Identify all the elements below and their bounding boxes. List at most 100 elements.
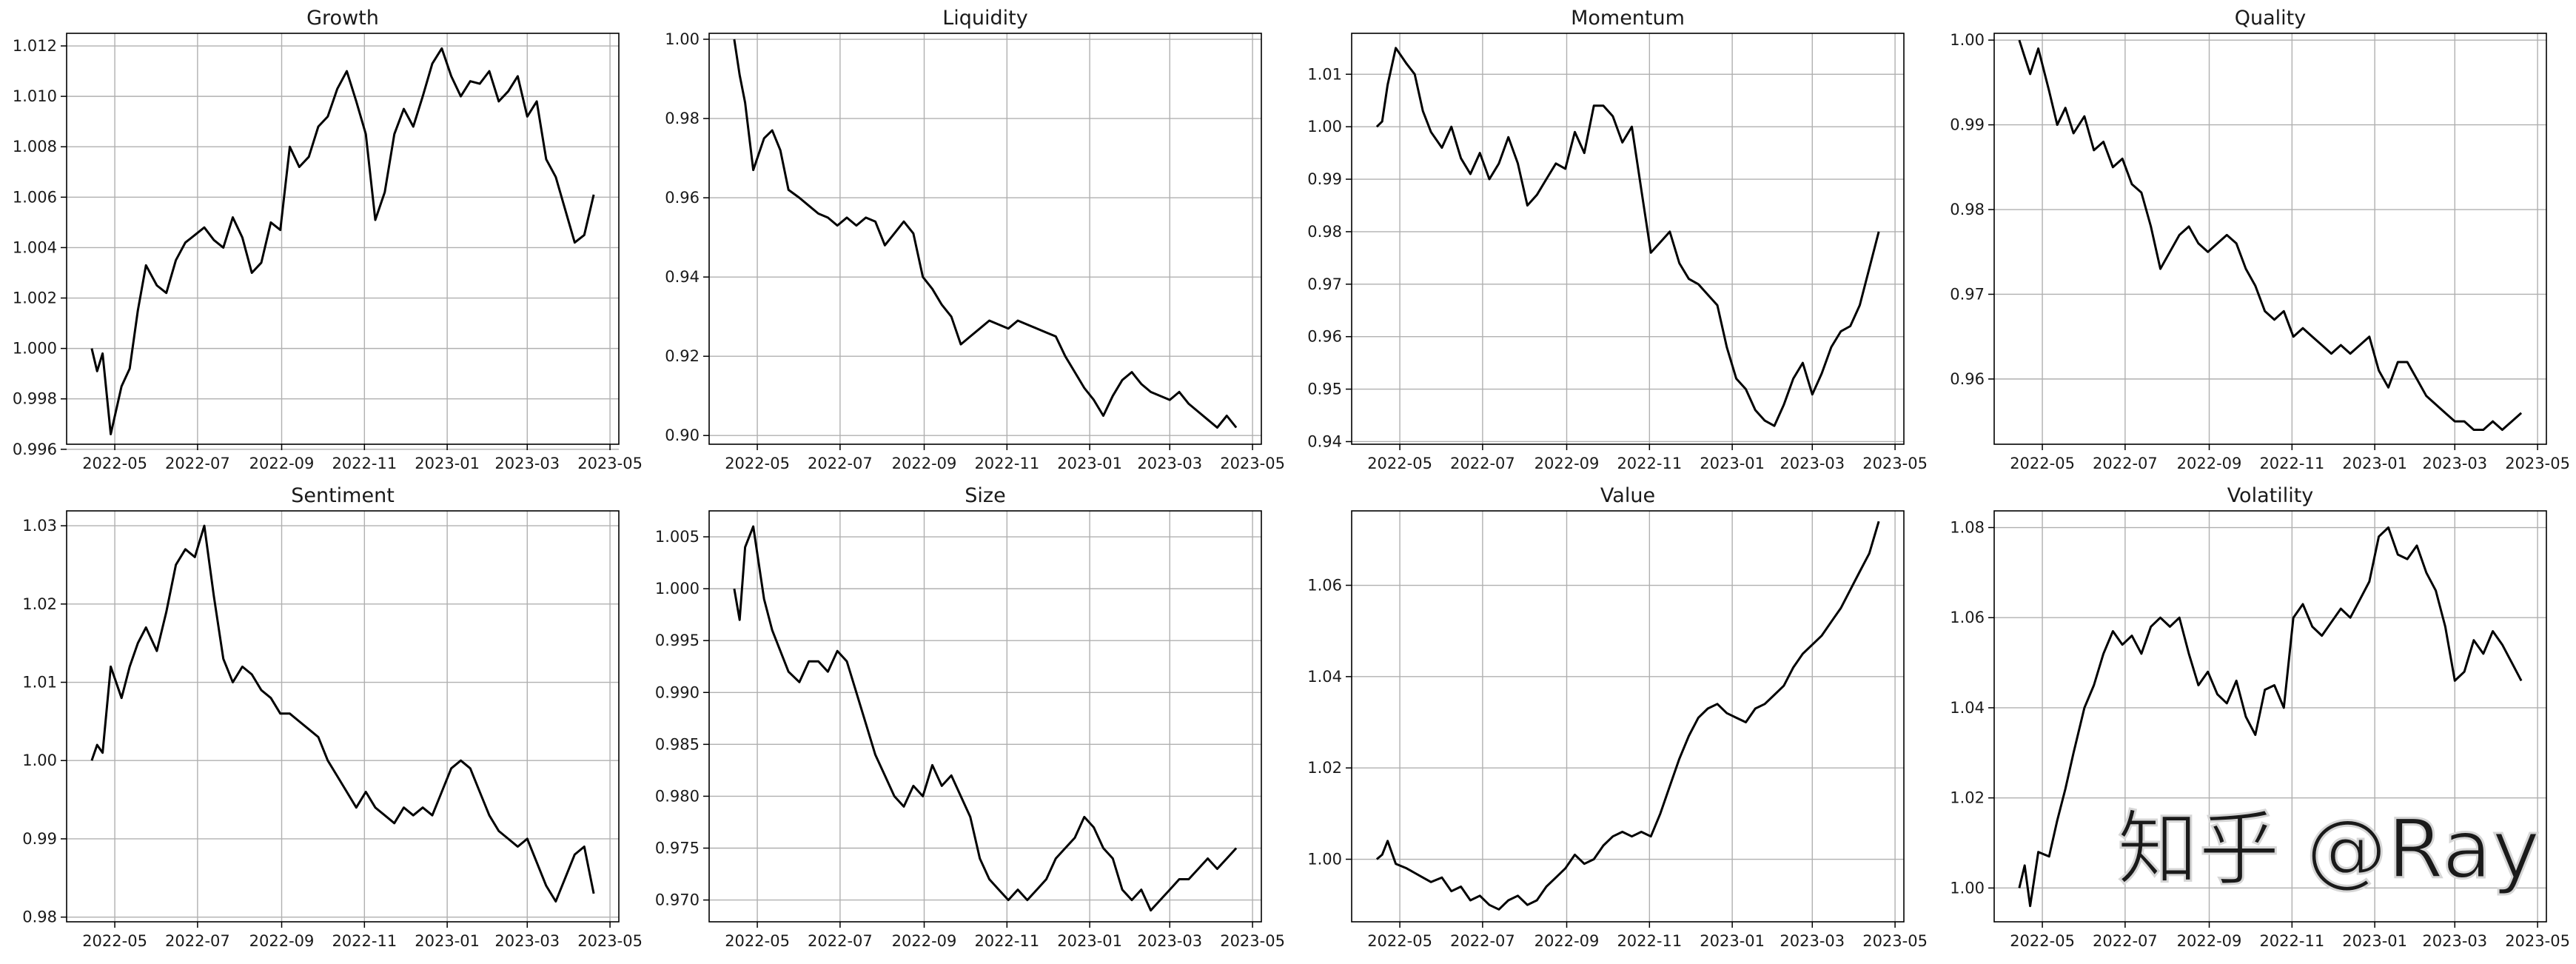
axes-frame	[66, 510, 620, 923]
panel-title: Sentiment	[291, 484, 395, 507]
x-tick-label: 2022-05	[725, 932, 790, 950]
x-tick-label: 2022-07	[1450, 455, 1515, 472]
x-tick-label: 2023-03	[2422, 932, 2487, 950]
x-tick-label: 2023-05	[1220, 455, 1285, 472]
x-tick-label: 2022-09	[892, 932, 957, 950]
y-tick-label: 1.00	[665, 30, 700, 48]
y-tick-label: 0.94	[665, 268, 700, 286]
y-tick-label: 1.000	[13, 340, 57, 358]
x-tick-label: 2022-11	[974, 455, 1039, 472]
x-tick-label: 2022-05	[2010, 455, 2075, 472]
y-tick-label: 0.96	[665, 189, 700, 207]
x-tick-label: 2023-01	[2342, 932, 2407, 950]
panel-size: 0.970 0.975 0.980 0.985 0.990 0.995 1.000 1.005…	[655, 484, 1285, 950]
x-tick-label: 2023-03	[494, 932, 560, 950]
series-line-value	[1375, 521, 1880, 911]
y-tick-label: 0.90	[665, 426, 700, 444]
x-tick-label: 2022-11	[2259, 932, 2324, 950]
x-tick-label: 2023-05	[2505, 455, 2570, 472]
axes-frame	[1993, 33, 2547, 445]
panel-title: Volatility	[2227, 484, 2314, 507]
y-tick-label: 1.00	[1307, 851, 1342, 868]
x-tick-label: 2022-05	[82, 932, 147, 950]
x-tick-label: 2023-01	[2342, 455, 2407, 472]
y-tick-label: 0.990	[655, 683, 700, 701]
series-line-volatility	[2018, 526, 2523, 908]
x-tick-label: 2023-05	[1862, 455, 1928, 472]
y-tick-label: 0.97	[1950, 285, 1985, 303]
y-tick-label: 0.94	[1307, 432, 1342, 450]
y-tick-label: 1.03	[22, 517, 57, 535]
x-tick-label: 2022-09	[249, 932, 315, 950]
y-tick-label: 0.985	[655, 735, 700, 753]
panel-momentum: 0.94 0.95 0.96 0.97 0.98 0.99 1.00 1.01 2022-05 2…	[1307, 7, 1928, 472]
y-tick-label: 0.998	[13, 390, 57, 408]
axes-frame	[66, 33, 620, 445]
y-tick-label: 1.06	[1307, 577, 1342, 595]
x-tick-label: 2023-03	[494, 455, 560, 472]
x-tick-label: 2022-09	[892, 455, 957, 472]
axes-frame	[1993, 510, 2547, 923]
x-tick-label: 2022-07	[165, 932, 230, 950]
y-tick-label: 1.01	[1307, 65, 1342, 83]
panel-growth: 0.996 0.998 1.000 1.002 1.004 1.006 1.008 1.010…	[13, 7, 643, 472]
x-tick-label: 2023-05	[1862, 932, 1928, 950]
axes-frame	[708, 33, 1262, 445]
x-tick-label: 2023-01	[1700, 932, 1765, 950]
y-tick-label: 0.96	[1307, 328, 1342, 346]
panel-title: Size	[965, 484, 1005, 507]
y-tick-label: 1.00	[1307, 118, 1342, 135]
x-tick-label: 2022-05	[2010, 932, 2075, 950]
y-tick-label: 1.010	[13, 87, 57, 105]
panel-liquidity: 0.90 0.92 0.94 0.96 0.98 1.00 2022-05 2022-07 20…	[665, 7, 1285, 472]
y-tick-label: 0.98	[22, 908, 57, 926]
x-tick-label: 2023-01	[1057, 455, 1122, 472]
y-tick-label: 0.99	[1950, 116, 1985, 134]
y-tick-label: 1.006	[13, 188, 57, 206]
y-tick-label: 1.00	[22, 752, 57, 769]
panel-title: Growth	[306, 7, 379, 30]
y-tick-label: 0.975	[655, 839, 700, 857]
x-tick-label: 2022-07	[2093, 455, 2158, 472]
axes-frame	[708, 510, 1262, 923]
panel-title: Value	[1600, 484, 1655, 507]
y-tick-label: 0.970	[655, 891, 700, 909]
x-tick-label: 2023-05	[1220, 932, 1285, 950]
axes-frame	[1351, 510, 1905, 923]
x-tick-label: 2022-11	[974, 932, 1039, 950]
watermark-text: 知乎 @Ray	[2117, 802, 2540, 897]
x-tick-label: 2022-11	[332, 932, 397, 950]
x-tick-label: 2022-09	[2177, 932, 2242, 950]
series-line-growth	[90, 47, 595, 435]
x-tick-label: 2023-01	[1057, 932, 1122, 950]
y-tick-label: 0.97	[1307, 275, 1342, 293]
x-tick-label: 2022-09	[2177, 455, 2242, 472]
y-tick-label: 0.96	[1950, 370, 1985, 388]
x-tick-label: 2023-05	[577, 455, 643, 472]
series-line-size	[733, 525, 1238, 912]
y-tick-label: 1.008	[13, 138, 57, 155]
y-tick-label: 1.000	[655, 580, 700, 598]
x-tick-label: 2022-07	[2093, 932, 2158, 950]
y-tick-label: 1.06	[1950, 609, 1985, 626]
y-tick-label: 1.01	[22, 674, 57, 692]
panel-title: Liquidity	[942, 7, 1028, 30]
y-tick-label: 0.995	[655, 632, 700, 649]
y-tick-label: 1.02	[1950, 789, 1985, 807]
x-tick-label: 2022-05	[82, 455, 147, 472]
x-tick-label: 2022-11	[2259, 455, 2324, 472]
x-tick-label: 2023-03	[1780, 932, 1845, 950]
y-tick-label: 0.98	[665, 110, 700, 127]
y-tick-label: 0.92	[665, 347, 700, 365]
y-tick-label: 1.002	[13, 289, 57, 307]
x-tick-label: 2023-03	[1137, 932, 1202, 950]
y-tick-label: 1.012	[13, 37, 57, 55]
panel-title: Momentum	[1571, 7, 1685, 30]
x-tick-label: 2023-01	[415, 932, 480, 950]
y-tick-label: 1.02	[1307, 759, 1342, 777]
y-tick-label: 0.980	[655, 787, 700, 805]
x-tick-label: 2022-11	[1617, 932, 1682, 950]
panel-volatility: 1.00 1.02 1.04 1.06 1.08 2022-05 2022-07 2022-0…	[1950, 484, 2570, 950]
x-tick-label: 2022-09	[249, 455, 315, 472]
